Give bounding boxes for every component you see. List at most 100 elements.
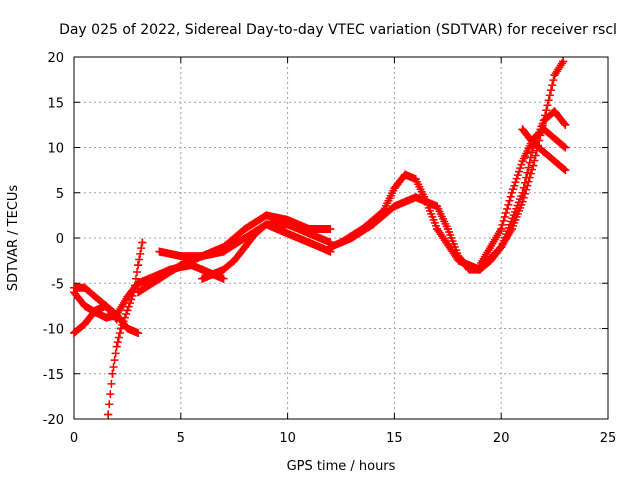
data-point — [411, 193, 420, 202]
data-point — [240, 234, 249, 242]
data-point — [198, 252, 207, 261]
data-point — [272, 224, 281, 233]
series-sat-k — [518, 125, 570, 175]
data-point — [379, 206, 388, 215]
x-tick-label: 25 — [600, 431, 617, 446]
data-point — [262, 211, 271, 220]
data-point — [550, 157, 559, 166]
data-point — [337, 238, 345, 247]
data-point — [240, 224, 249, 233]
data-point — [108, 369, 117, 378]
data-point — [390, 184, 399, 193]
data-point — [422, 197, 431, 206]
data-point — [539, 148, 548, 157]
data-point — [134, 288, 143, 297]
data-point — [507, 188, 516, 197]
data-point — [561, 143, 570, 152]
data-point — [80, 283, 89, 292]
data-point — [219, 243, 228, 252]
data-point — [80, 319, 89, 328]
data-point — [123, 306, 132, 315]
data-point — [433, 224, 442, 233]
y-tick-label: -20 — [43, 413, 64, 428]
data-point — [433, 202, 442, 211]
y-tick-label: 15 — [47, 96, 64, 111]
data-point — [497, 224, 506, 233]
data-point — [518, 157, 527, 166]
data-point — [198, 265, 207, 274]
series-sat-i — [337, 107, 570, 274]
data-point — [176, 252, 185, 261]
data-point — [283, 215, 292, 224]
series-sat-g — [198, 220, 335, 283]
grid — [74, 57, 608, 419]
data-point — [240, 243, 249, 252]
data-point — [112, 342, 121, 351]
x-tick-label: 5 — [177, 431, 185, 446]
data-point — [561, 166, 570, 175]
y-tick-label: -15 — [43, 368, 64, 383]
data-point — [443, 224, 452, 233]
data-point — [102, 313, 111, 322]
data-point — [112, 315, 121, 324]
data-points — [70, 57, 570, 419]
point-markers — [70, 283, 121, 324]
data-point — [326, 224, 335, 233]
x-axis-label: GPS time / hours — [287, 459, 396, 474]
y-tick-label: 20 — [47, 51, 64, 66]
data-point — [176, 261, 185, 270]
data-point — [91, 306, 100, 315]
data-point — [262, 220, 271, 229]
data-point — [219, 274, 228, 283]
data-point — [559, 57, 568, 66]
y-tick-label: 10 — [47, 142, 64, 157]
data-point — [518, 188, 527, 197]
x-tick-label: 15 — [386, 431, 403, 446]
data-point — [70, 329, 78, 338]
data-point — [80, 301, 89, 310]
data-point — [134, 329, 143, 338]
data-point — [550, 71, 559, 80]
data-point — [198, 274, 207, 283]
point-markers — [337, 107, 570, 274]
data-point — [401, 170, 410, 179]
data-point — [539, 125, 548, 134]
data-point — [497, 243, 506, 252]
data-point — [102, 301, 111, 310]
data-point — [155, 247, 164, 256]
y-axis-label: SDTVAR / TECUs — [6, 185, 21, 292]
data-point — [390, 202, 399, 211]
data-point — [283, 229, 292, 238]
data-point — [304, 224, 313, 233]
data-point — [539, 116, 548, 125]
x-tick-label: 20 — [493, 431, 510, 446]
data-point — [475, 261, 484, 270]
chart-title: Day 025 of 2022, Sidereal Day-to-day VTE… — [59, 22, 617, 38]
data-point — [326, 243, 335, 252]
data-point — [104, 410, 113, 419]
data-point — [251, 229, 260, 238]
data-point — [70, 283, 78, 292]
data-point — [518, 125, 527, 134]
data-point — [155, 274, 164, 283]
data-point — [219, 265, 228, 274]
series-sat-f — [155, 211, 335, 261]
y-tick-label: -5 — [51, 277, 64, 292]
y-tick-label: -10 — [43, 323, 64, 338]
data-point — [529, 138, 538, 147]
data-point — [411, 175, 420, 184]
data-point — [550, 107, 559, 116]
y-tick-label: 5 — [56, 187, 64, 202]
data-point — [134, 261, 143, 270]
data-point — [454, 256, 463, 265]
data-point — [138, 238, 147, 247]
y-tick-label: 0 — [56, 232, 64, 247]
data-point — [91, 292, 100, 301]
data-point — [561, 120, 570, 129]
data-point — [230, 256, 239, 265]
data-point — [315, 243, 324, 252]
data-point — [294, 234, 303, 242]
series-sat-c — [70, 283, 121, 324]
data-point — [358, 224, 367, 233]
